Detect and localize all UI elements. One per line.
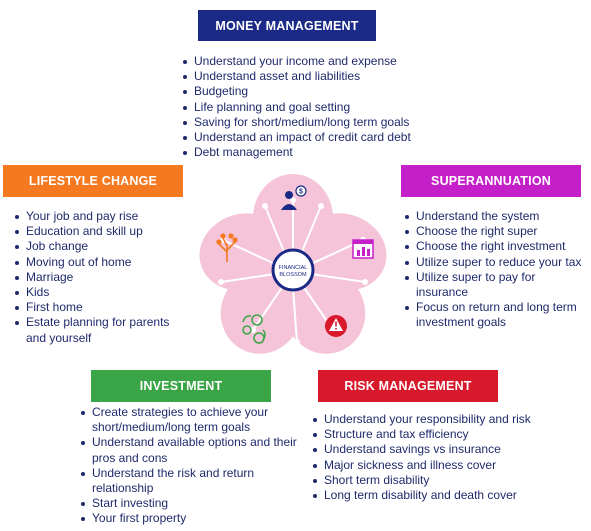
list-item: Understand the system bbox=[404, 209, 589, 224]
investment-title: INVESTMENT bbox=[139, 379, 223, 393]
list-item: Utilize super to pay for insurance bbox=[404, 270, 589, 300]
list-item: Your first property bbox=[80, 511, 310, 526]
list-item: Short term disability bbox=[312, 473, 572, 488]
investment-list: Create strategies to achieve your short/… bbox=[80, 405, 310, 527]
risk-management-title: RISK MANAGEMENT bbox=[344, 379, 472, 393]
money-management-title: MONEY MANAGEMENT bbox=[215, 18, 359, 33]
list-item: Choose the right investment bbox=[404, 239, 589, 254]
warning-icon bbox=[325, 315, 347, 337]
list-item: Understand savings vs insurance bbox=[312, 442, 572, 457]
superannuation-title: SUPERANNUATION bbox=[431, 174, 551, 188]
list-item: Saving for short/medium/long term goals bbox=[182, 115, 442, 130]
coins-exchange-icon bbox=[242, 314, 266, 344]
list-item: Your job and pay rise bbox=[14, 209, 189, 224]
lifestyle-change-title: LIFESTYLE CHANGE bbox=[28, 174, 158, 188]
lifestyle-change-header: LIFESTYLE CHANGE bbox=[3, 165, 183, 197]
list-item: Focus on return and long term investment… bbox=[404, 300, 589, 330]
person-dollar-icon: $ bbox=[281, 185, 307, 210]
risk-management-header: RISK MANAGEMENT bbox=[318, 370, 498, 402]
list-item: Major sickness and illness cover bbox=[312, 458, 572, 473]
list-item: Moving out of home bbox=[14, 255, 189, 270]
risk-management-list: Understand your responsibility and risk … bbox=[312, 412, 572, 503]
list-item: First home bbox=[14, 300, 189, 315]
list-item: Marriage bbox=[14, 270, 189, 285]
list-item: Create strategies to achieve your short/… bbox=[80, 405, 310, 435]
money-management-header: MONEY MANAGEMENT bbox=[198, 10, 376, 41]
growth-tree-icon bbox=[216, 233, 238, 262]
money-management-list: Understand your income and expense Under… bbox=[182, 54, 442, 160]
financial-blossom-diagram: FINANCIAL BLOSSOM $ bbox=[199, 174, 387, 354]
list-item: Understand your responsibility and risk bbox=[312, 412, 572, 427]
list-item: Job change bbox=[14, 239, 189, 254]
list-item: Estate planning for parents and yourself bbox=[14, 315, 189, 345]
list-item: Long term disability and death cover bbox=[312, 488, 572, 503]
lifestyle-change-list: Your job and pay rise Education and skil… bbox=[14, 209, 189, 346]
list-item: Education and skill up bbox=[14, 224, 189, 239]
chart-icon bbox=[352, 239, 374, 259]
list-item: Choose the right super bbox=[404, 224, 589, 239]
list-item: Life planning and goal setting bbox=[182, 100, 442, 115]
list-item: Understand available options and their p… bbox=[80, 435, 310, 465]
list-item: Understand an impact of credit card debt bbox=[182, 130, 442, 145]
list-item: Structure and tax efficiency bbox=[312, 427, 572, 442]
list-item: Budgeting bbox=[182, 84, 442, 99]
list-item: Kids bbox=[14, 285, 189, 300]
center-label-line1: FINANCIAL bbox=[279, 265, 308, 271]
list-item: Understand the risk and return relations… bbox=[80, 466, 310, 496]
superannuation-header: SUPERANNUATION bbox=[401, 165, 581, 197]
list-item: Utilize super to reduce your tax bbox=[404, 255, 589, 270]
center-label-line2: BLOSSOM bbox=[279, 272, 307, 278]
list-item: Understand asset and liabilities bbox=[182, 69, 442, 84]
list-item: Start investing bbox=[80, 496, 310, 511]
list-item: Debt management bbox=[182, 145, 442, 160]
svg-text:$: $ bbox=[299, 189, 303, 196]
list-item: Understand your income and expense bbox=[182, 54, 442, 69]
superannuation-list: Understand the system Choose the right s… bbox=[404, 209, 589, 331]
investment-header: INVESTMENT bbox=[91, 370, 271, 402]
core-ring bbox=[271, 248, 315, 292]
